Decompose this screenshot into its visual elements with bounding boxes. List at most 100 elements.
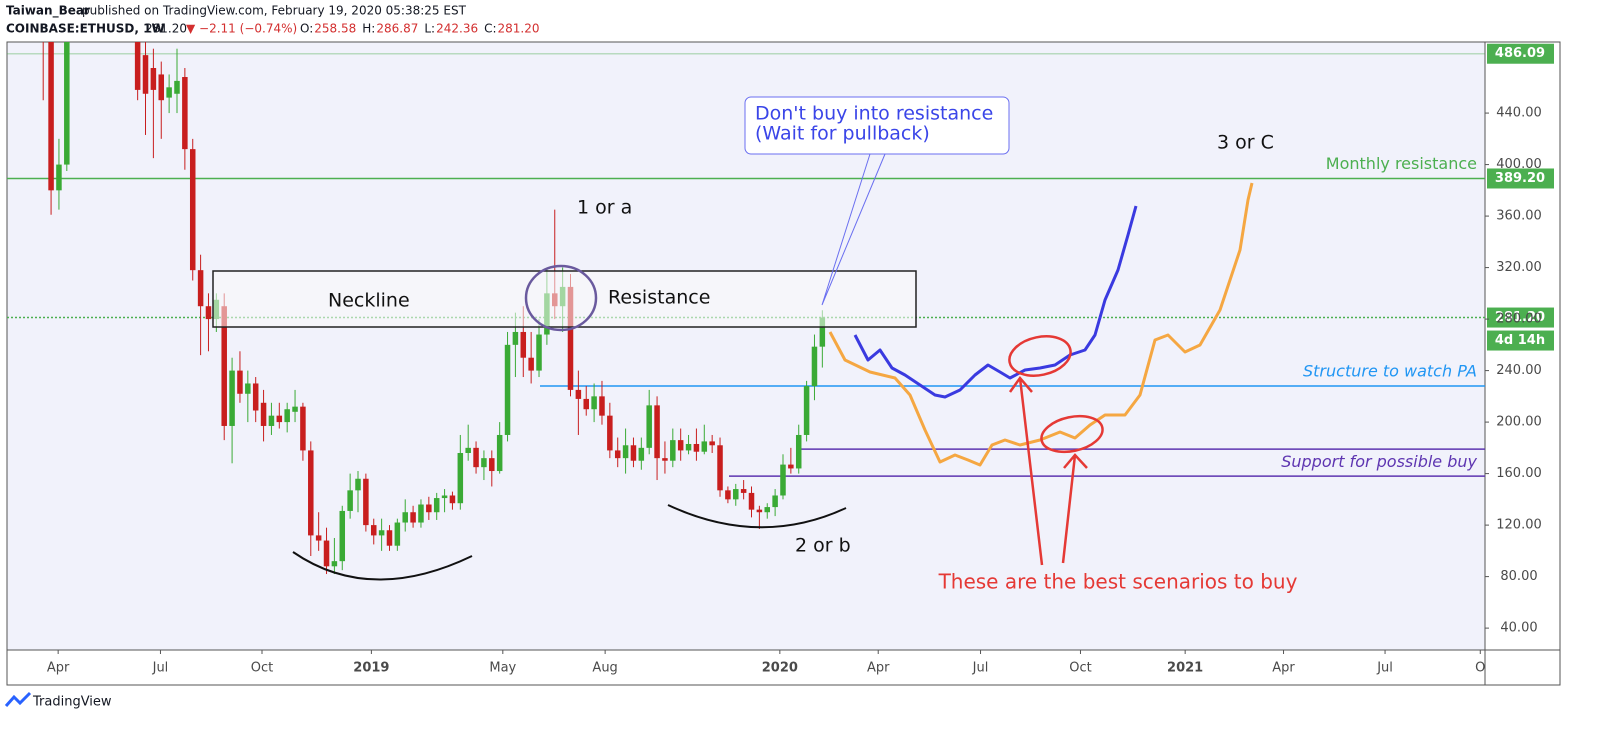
neckline-box	[212, 270, 917, 328]
candle-body	[418, 504, 424, 523]
candle-body	[638, 447, 645, 461]
x-tick-label: May	[489, 661, 516, 676]
candle-body	[662, 458, 668, 461]
candle-body	[646, 405, 652, 448]
candle-body	[158, 74, 165, 101]
y-tick-label: 40.00	[1500, 621, 1537, 636]
candle-body	[394, 522, 401, 546]
ohlc-label: C:	[484, 22, 496, 36]
price-badge	[1487, 307, 1554, 328]
y-tick-label: 280.00	[1496, 312, 1542, 327]
ohlc-value: 286.87	[376, 22, 418, 36]
ohlc-value: 242.36	[436, 22, 478, 36]
y-tick-label: 440.00	[1496, 106, 1542, 121]
candle-body	[465, 447, 471, 453]
candle-body	[284, 409, 290, 423]
candle-body	[504, 344, 511, 435]
x-tick-label: 2021	[1167, 661, 1203, 676]
candle-body	[205, 306, 212, 320]
annotation: 3 or C	[1217, 132, 1274, 154]
annotation: Neckline	[328, 290, 410, 312]
candle-body	[725, 490, 731, 500]
ohlc-label: L:	[424, 22, 435, 36]
candle-body	[370, 525, 377, 536]
candle-body	[182, 77, 188, 150]
candle-body	[717, 445, 723, 491]
candle-body	[134, 42, 141, 90]
x-tick-label: Oct	[1069, 661, 1091, 676]
candle-body	[292, 406, 298, 412]
chart-frame	[6, 41, 1561, 686]
candle-body	[363, 478, 369, 526]
candle-body	[575, 389, 582, 399]
candle-body	[237, 370, 243, 394]
candle-body	[308, 450, 314, 536]
x-tick-label: Aug	[592, 661, 617, 676]
candle-body	[473, 447, 479, 468]
scenario-circle	[1008, 335, 1072, 377]
candle-body	[189, 149, 196, 271]
y-tick-label: 120.00	[1496, 518, 1542, 533]
candle-body	[528, 357, 534, 371]
brand-logo	[4, 691, 32, 707]
last-price: 281.20	[145, 22, 187, 36]
callout-text: Don't buy into resistance	[755, 103, 993, 125]
right-shoulder-arc	[667, 504, 847, 529]
callout-pointer	[821, 153, 886, 306]
candle-body	[48, 42, 54, 191]
candle-body	[166, 87, 172, 98]
candle-body	[520, 331, 527, 358]
scenario-arrows	[1008, 375, 1088, 566]
candle-body	[788, 464, 794, 469]
candle-body	[229, 370, 235, 426]
levels: 486.09 389.20 Monthly resistance 281.20 4d 1…	[7, 43, 1554, 477]
candle-body	[449, 495, 456, 504]
candle-body	[496, 434, 503, 472]
candle-body	[142, 55, 149, 94]
y-tick-label: 360.00	[1496, 209, 1542, 224]
x-tick-label: Jul	[152, 661, 169, 676]
candle-body	[323, 540, 330, 567]
projection-orange	[828, 182, 1254, 467]
price-badge-label: 486.09	[1495, 46, 1545, 61]
level-text: Monthly resistance	[1326, 154, 1477, 173]
x-tick-label: Jul	[1376, 661, 1393, 676]
candle-body	[693, 443, 700, 452]
change: ▼ −2.11 (−0.74%)	[186, 22, 297, 36]
candle-body	[614, 450, 621, 459]
ohlc-label: H:	[362, 22, 375, 36]
brand: TradingView	[32, 695, 112, 710]
candle-body	[748, 492, 755, 510]
annotation: These are the best scenarios to buy	[938, 570, 1298, 594]
candle-body	[677, 440, 684, 451]
candle-body	[426, 504, 432, 513]
candle-body	[772, 495, 778, 508]
candle-body	[780, 464, 786, 496]
y-tick-label: 240.00	[1496, 363, 1542, 378]
candle-body	[811, 346, 818, 387]
candle-body	[764, 507, 771, 513]
candle-body	[803, 386, 810, 435]
candle-body	[315, 535, 322, 541]
candle-body	[489, 458, 495, 472]
candle-body	[819, 317, 826, 347]
candle-body	[355, 478, 361, 491]
y-tick-label: 80.00	[1500, 569, 1537, 584]
candle-body	[441, 495, 448, 499]
symbol: COINBASE:ETHUSD, 1W	[6, 22, 165, 36]
x-tick-label: Apr	[1272, 661, 1295, 676]
candle-body	[685, 443, 692, 451]
candle-body	[733, 489, 739, 500]
candle-body	[245, 383, 251, 394]
candle-body	[174, 80, 180, 94]
price-badge	[1487, 43, 1554, 64]
candle-body	[536, 334, 542, 371]
candle-body	[402, 512, 408, 523]
candle-body	[150, 68, 157, 90]
x-tick-label: Jul	[972, 661, 989, 676]
scenario-circle	[1040, 414, 1104, 454]
ohlc-value: 281.20	[498, 22, 540, 36]
y-tick-label: 200.00	[1496, 415, 1542, 430]
candle-body	[481, 458, 487, 468]
